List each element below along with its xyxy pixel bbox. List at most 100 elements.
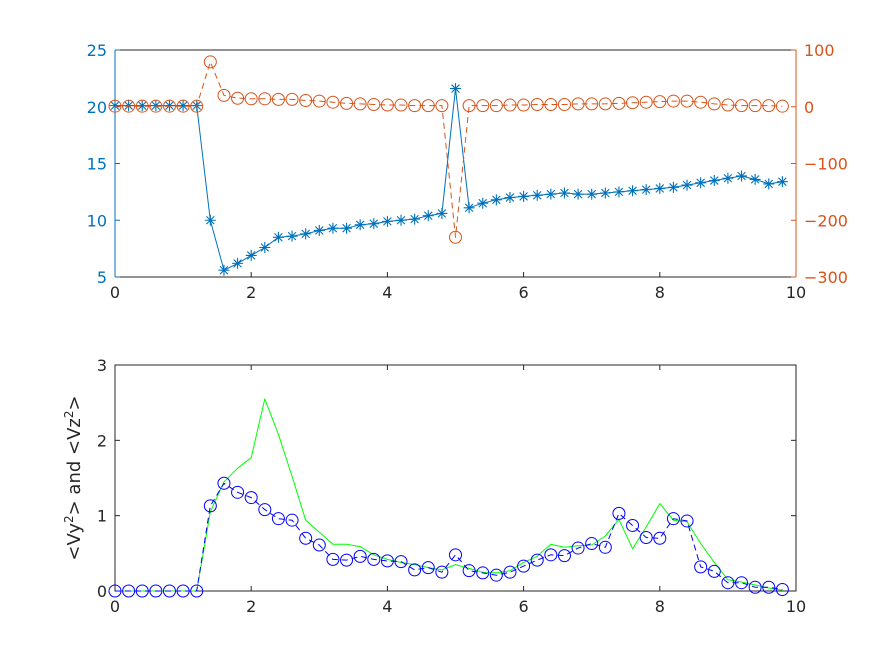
bottom-series-1-line bbox=[115, 482, 783, 592]
left-y-tick-label: 10 bbox=[87, 211, 107, 230]
top-series-1-point bbox=[409, 213, 421, 225]
top-series-1-point bbox=[300, 228, 312, 240]
x-tick-label: 6 bbox=[519, 597, 529, 616]
top-series-2-point bbox=[462, 99, 476, 113]
top-plot: 0 2 4 6 8 10 5 10 15 20 25 −300 −200 −100 0 100 bbox=[87, 41, 848, 302]
top-series-2-point bbox=[735, 99, 749, 113]
top-series-1-point bbox=[518, 190, 530, 202]
top-series-1-point bbox=[436, 207, 448, 219]
top-series-1-point bbox=[341, 222, 353, 234]
top-series-1-point bbox=[259, 241, 271, 253]
y-tick-label: 0 bbox=[97, 582, 107, 601]
y-tick-label: 2 bbox=[97, 431, 107, 450]
top-series-1-point bbox=[286, 230, 298, 242]
bottom-series-1-point bbox=[217, 476, 231, 490]
left-y-tick-label: 25 bbox=[87, 41, 107, 60]
bottom-series-1-point bbox=[666, 512, 680, 526]
bottom-series-1-point bbox=[626, 518, 640, 532]
bottom-series-1-point bbox=[367, 552, 381, 566]
bottom-series-1-point bbox=[299, 531, 313, 545]
top-series-1-point bbox=[177, 100, 189, 112]
top-series-1-point bbox=[572, 188, 584, 200]
y-tick-label: 3 bbox=[97, 356, 107, 375]
top-series-2-point bbox=[135, 99, 149, 113]
top-series-1-point bbox=[245, 249, 257, 261]
top-series-1-point bbox=[123, 100, 135, 112]
right-y-tick-label: 100 bbox=[804, 41, 835, 60]
bottom-series-1-point bbox=[176, 584, 190, 598]
top-series-2-point bbox=[666, 94, 680, 108]
bottom-series-1-point bbox=[517, 559, 531, 573]
y-axis-label-superscript: 2 bbox=[62, 411, 76, 419]
top-series-1-point bbox=[586, 188, 598, 200]
bottom-series-1-point bbox=[394, 555, 408, 569]
top-series-1-point bbox=[531, 189, 543, 201]
top-series-2-point bbox=[421, 99, 435, 113]
top-series-2-point bbox=[721, 98, 735, 112]
bottom-series-1-point bbox=[285, 513, 299, 527]
bottom-series-1-point bbox=[408, 563, 422, 577]
top-series-1-point bbox=[232, 257, 244, 269]
top-series-1-point bbox=[313, 224, 325, 236]
top-series-1-point bbox=[490, 194, 502, 206]
top-series-2-point bbox=[449, 230, 462, 244]
top-series-2-point bbox=[380, 98, 394, 112]
y-axis-label-part: <Vy bbox=[64, 523, 85, 561]
x-tick-label: 8 bbox=[655, 597, 665, 616]
top-series-2-point bbox=[244, 92, 258, 106]
top-series-1-point bbox=[695, 177, 707, 189]
bottom-series-1-point bbox=[571, 541, 585, 555]
left-y-tick-label: 15 bbox=[87, 155, 107, 174]
top-series-1-point bbox=[327, 222, 339, 234]
top-series-1-point bbox=[272, 231, 284, 243]
right-y-tick-label: 0 bbox=[804, 98, 814, 117]
top-series-2-point bbox=[176, 99, 190, 113]
bottom-series-1-point bbox=[271, 512, 285, 526]
bottom-series-1-point bbox=[326, 552, 340, 566]
left-y-tick-label: 5 bbox=[97, 268, 107, 287]
x-tick-label: 6 bbox=[519, 283, 529, 302]
bottom-series-1-point bbox=[612, 506, 626, 520]
top-series-2-point bbox=[312, 94, 326, 108]
bottom-series-1-point bbox=[108, 584, 122, 598]
top-series-2-point bbox=[435, 99, 449, 113]
top-series-1-point bbox=[463, 202, 475, 214]
top-series-2-point bbox=[544, 97, 558, 111]
top-series-2-point bbox=[775, 99, 789, 113]
top-series-2-point bbox=[530, 97, 544, 111]
y-axis-label-part: > and <Vz bbox=[64, 418, 85, 515]
top-series-1-point bbox=[599, 187, 611, 199]
bottom-series-1-point bbox=[639, 531, 653, 545]
top-series-1-point bbox=[667, 181, 679, 193]
top-series-1-point bbox=[354, 219, 366, 231]
top-series-2-point bbox=[517, 98, 531, 112]
y-axis-label-part: > bbox=[64, 395, 85, 410]
top-series-2-point bbox=[694, 95, 708, 109]
x-tick-label: 0 bbox=[110, 283, 120, 302]
top-series-2-point bbox=[108, 99, 122, 113]
top-series-1-point bbox=[504, 192, 516, 204]
bottom-series-1-point bbox=[135, 584, 149, 598]
top-series-1-point bbox=[422, 210, 434, 222]
bottom-series-1-point bbox=[203, 499, 217, 513]
top-series-2-point bbox=[557, 97, 571, 111]
bottom-series-1-point bbox=[707, 564, 721, 578]
top-series-1-point bbox=[218, 264, 230, 276]
right-y-tick-label: −100 bbox=[804, 155, 848, 174]
top-series-2-point bbox=[394, 98, 408, 112]
bottom-series-1-point bbox=[762, 580, 776, 594]
top-series-2-point bbox=[162, 99, 176, 113]
top-series-2-point bbox=[285, 92, 299, 106]
bottom-series-1-point bbox=[231, 485, 245, 499]
bottom-series-1-point bbox=[694, 560, 708, 574]
plot-box bbox=[114, 364, 797, 592]
top-series-2-point bbox=[258, 92, 272, 106]
top-series-2-point bbox=[503, 98, 517, 112]
top-series-2-point bbox=[626, 96, 640, 110]
top-series-2-point bbox=[190, 99, 204, 113]
top-series-2-point bbox=[476, 99, 490, 113]
x-tick-label: 2 bbox=[246, 283, 256, 302]
x-tick-label: 8 bbox=[655, 283, 665, 302]
top-series-2-point bbox=[149, 99, 163, 113]
